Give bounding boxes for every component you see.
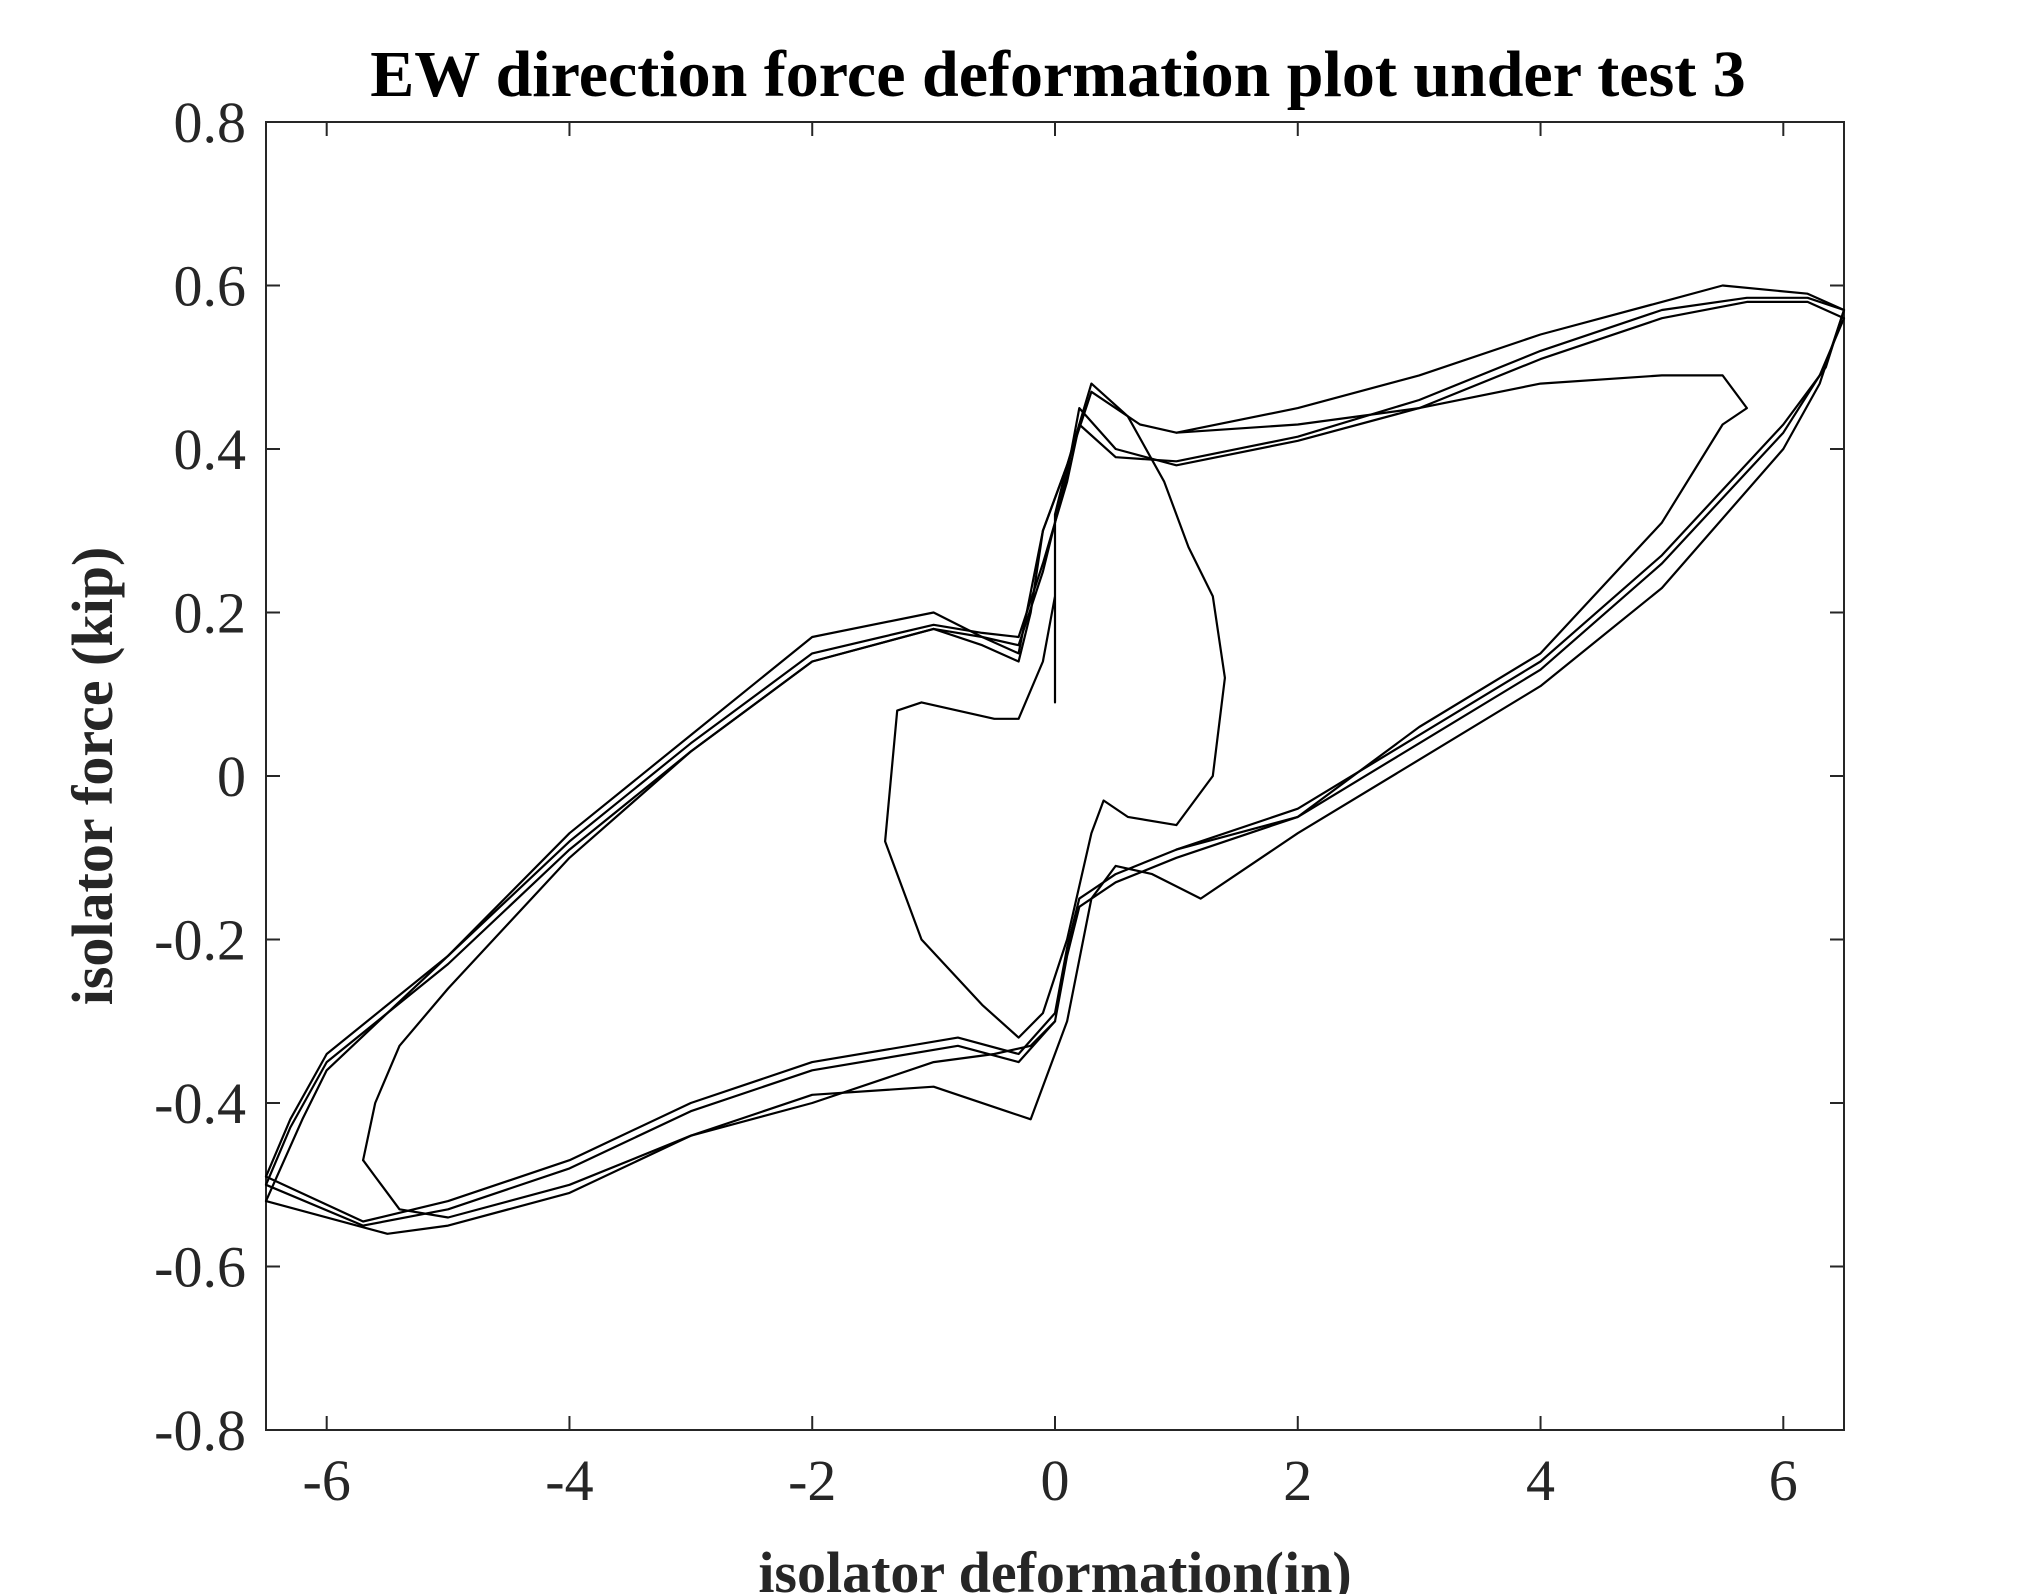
y-axis-ticks: -0.8 -0.6 -0.4 -0.2 0 0.2 0.4 0.6 0.8 — [154, 90, 1844, 1463]
y-tick-label: 0.4 — [174, 417, 247, 482]
y-tick-label: -0.4 — [154, 1071, 246, 1136]
x-axis-ticks: -6 -4 -2 0 2 4 6 — [303, 122, 1798, 1513]
y-tick-label: 0.6 — [174, 254, 247, 319]
plot-frame — [265, 121, 1845, 1431]
x-tick-label: 4 — [1526, 1448, 1555, 1513]
series-line-3 — [264, 296, 1846, 1223]
x-tick-label: 0 — [1041, 1448, 1070, 1513]
x-tick-label: 2 — [1283, 1448, 1312, 1513]
series-line-4 — [264, 284, 1846, 1235]
x-tick-label: -6 — [303, 1448, 351, 1513]
plot-area — [264, 284, 1846, 1235]
series-line-5 — [1175, 374, 1749, 851]
series-line-1 — [883, 382, 1227, 1039]
x-tick-label: -2 — [788, 1448, 836, 1513]
x-tick-label: -4 — [545, 1448, 593, 1513]
y-axis-label: isolator force (kip) — [60, 547, 125, 1006]
y-tick-label: 0.2 — [174, 581, 247, 646]
series-line-6 — [362, 464, 1069, 1162]
y-tick-label: -0.6 — [154, 1235, 246, 1300]
x-axis-label: isolator deformation(in) — [758, 1540, 1351, 1594]
chart-title: EW direction force deformation plot unde… — [370, 38, 1746, 111]
series-line-7 — [362, 1020, 1057, 1219]
y-tick-label: -0.8 — [154, 1398, 246, 1463]
y-tick-label: 0.8 — [174, 90, 247, 155]
y-tick-label: -0.2 — [154, 908, 246, 973]
x-tick-label: 6 — [1769, 1448, 1798, 1513]
y-tick-label: 0 — [217, 744, 246, 809]
series-line-2 — [264, 300, 1846, 1227]
